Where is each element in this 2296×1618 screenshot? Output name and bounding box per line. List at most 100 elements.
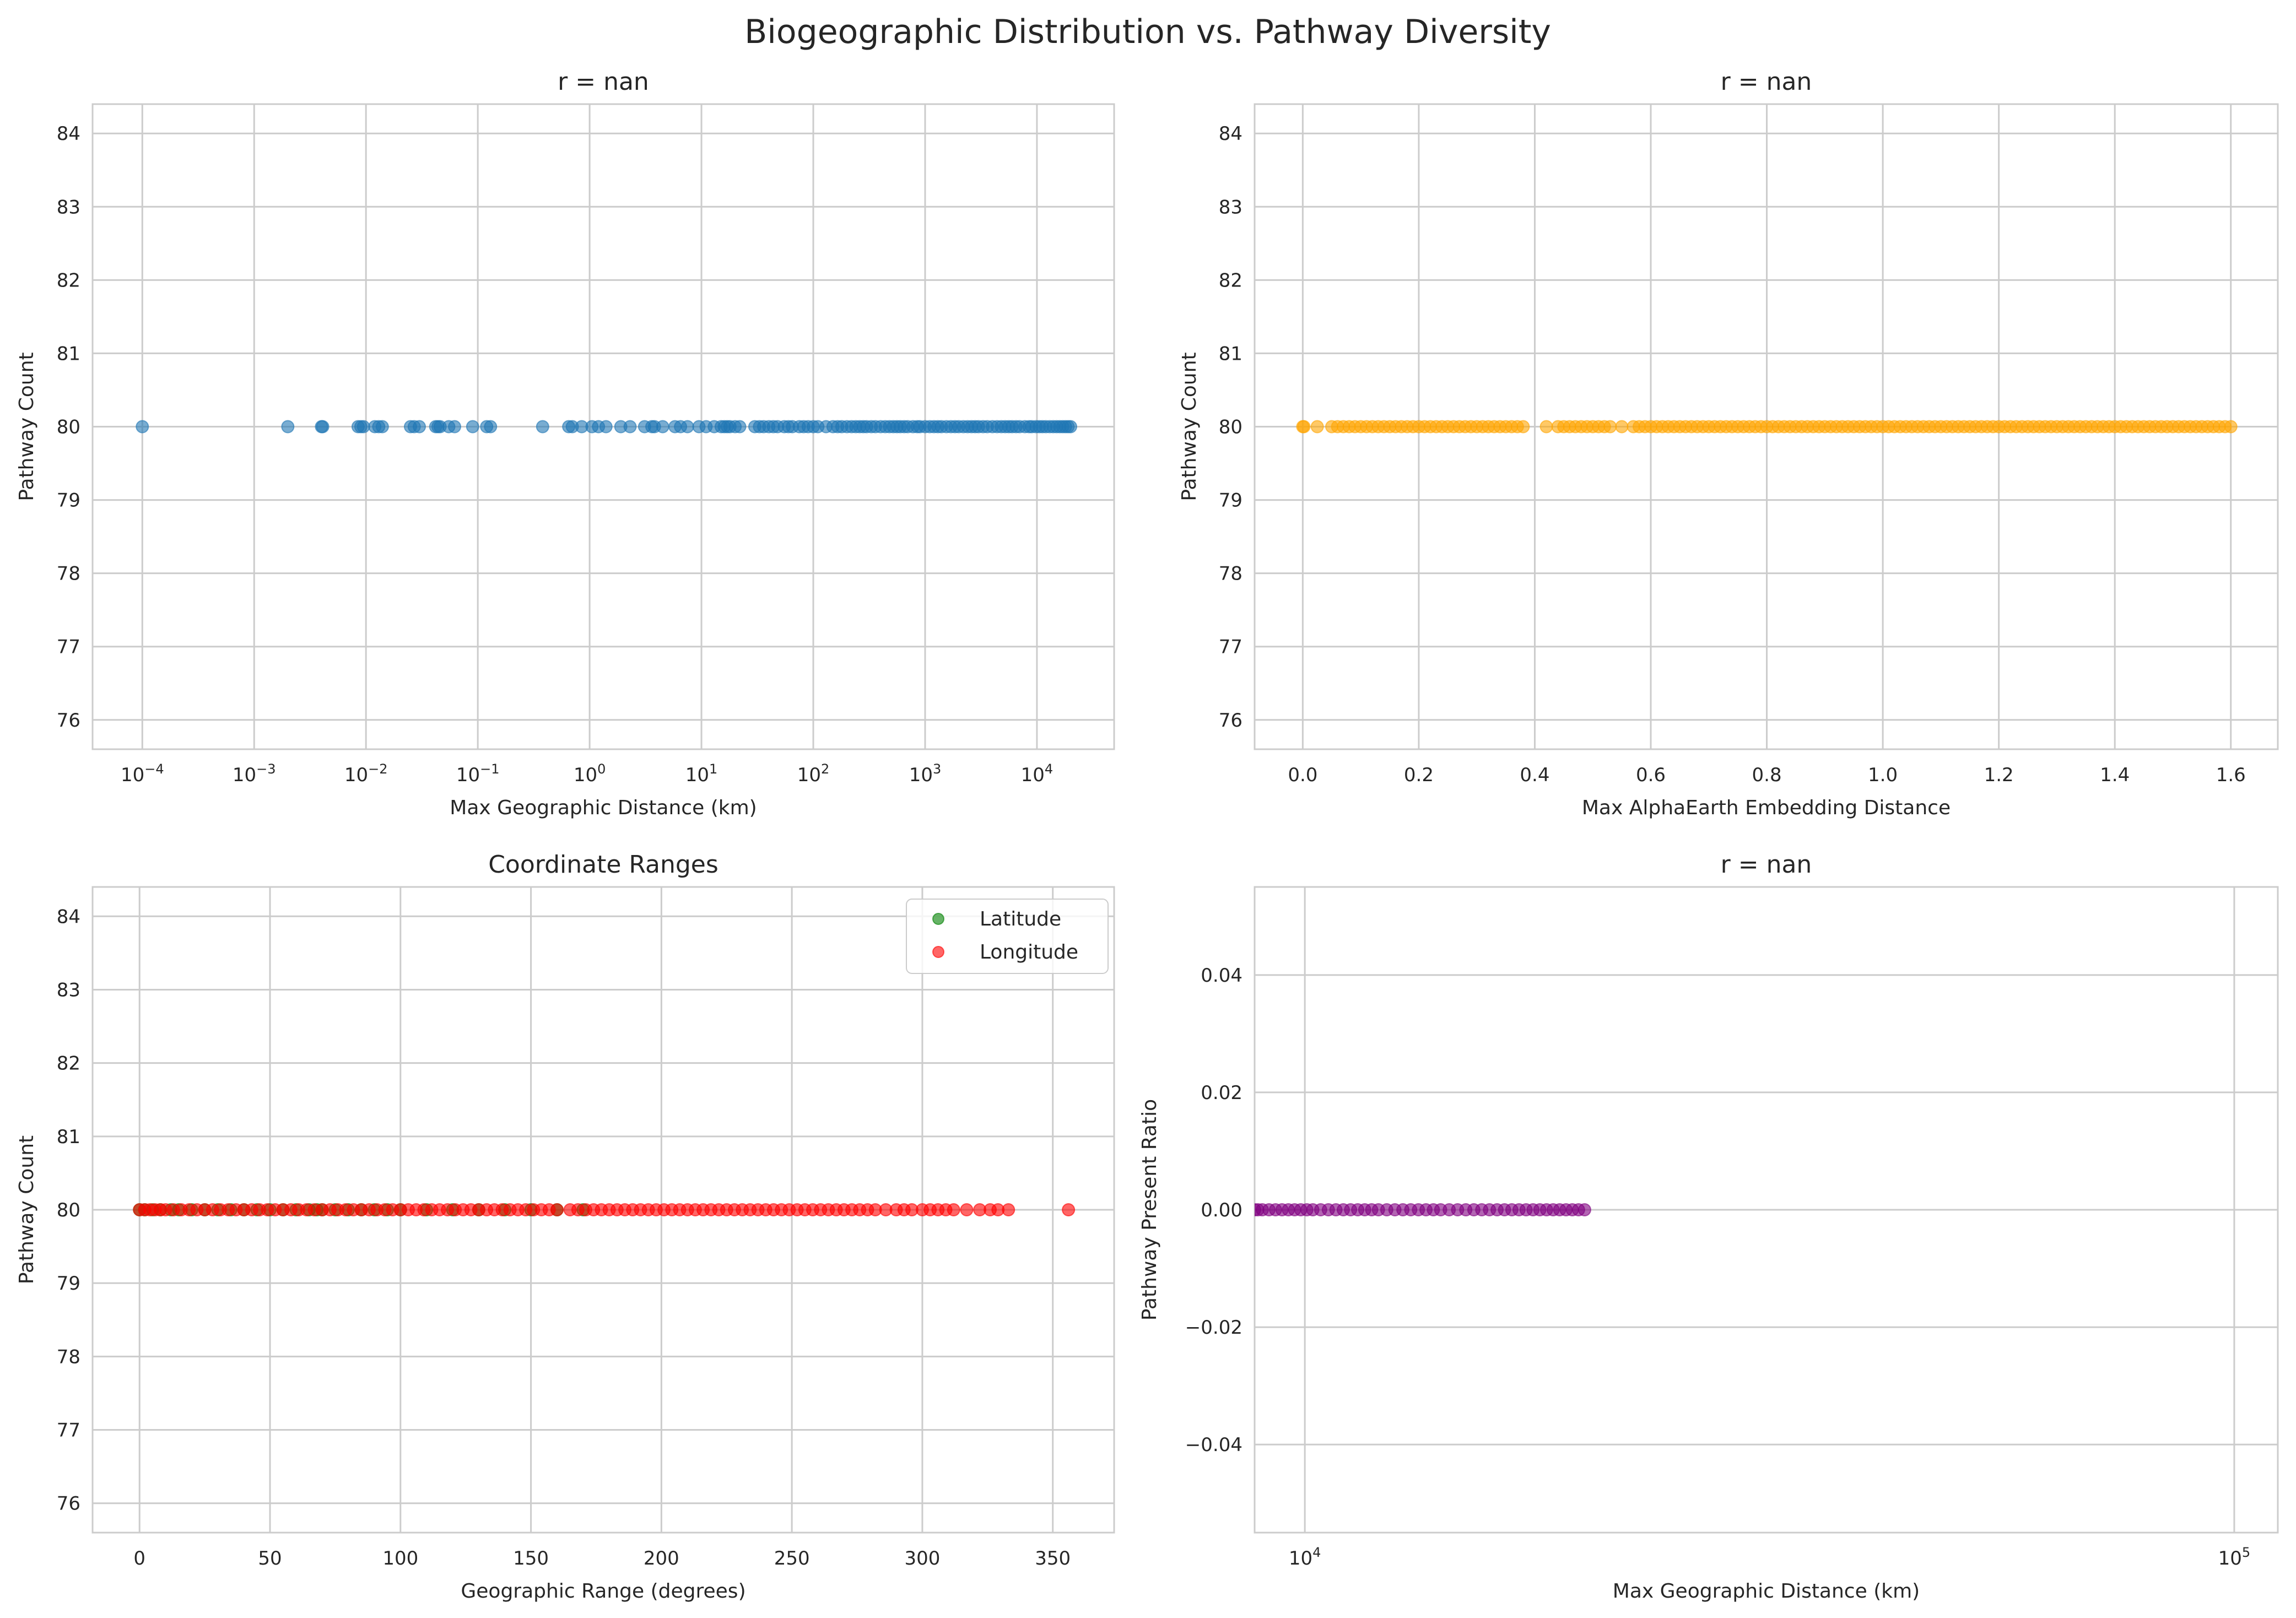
y-tick-label: 83 (57, 979, 80, 1001)
x-tick-label: 250 (774, 1547, 810, 1570)
data-point (680, 420, 694, 434)
x-tick-label: 104 (1289, 1545, 1321, 1570)
data-point (1062, 1203, 1076, 1216)
data-point (960, 1203, 974, 1216)
y-tick-label: 84 (57, 123, 80, 145)
data-point (656, 420, 669, 434)
y-tick-label: 78 (57, 563, 80, 585)
y-axis-label: Pathway Count (15, 1135, 38, 1284)
y-tick-label: 0.00 (1201, 1199, 1242, 1221)
subplot-1: 10−4 10−3 10−2 10−1 100 101 102 103 104 76 77 78 79 8… (15, 68, 1115, 819)
data-point (356, 420, 370, 434)
data-point (623, 420, 637, 434)
data-point (947, 1203, 960, 1216)
x-tick-label: 0.2 (1404, 764, 1434, 786)
y-tick-label: 76 (57, 710, 80, 732)
x-axis-label: Max Geographic Distance (km) (1613, 1580, 1920, 1603)
y-tick-label: −0.02 (1185, 1317, 1242, 1339)
x-tick-label: 10−4 (121, 761, 164, 786)
y-tick-label: 83 (1219, 196, 1242, 218)
legend-label-longitude: Longitude (980, 941, 1078, 964)
y-tick-label: 80 (1219, 416, 1242, 439)
x-tick-label: 10−1 (456, 761, 500, 786)
data-point (1297, 420, 1311, 434)
y-tick-label: 84 (57, 906, 80, 928)
legend-box (906, 899, 1109, 974)
data-point (136, 420, 149, 434)
data-point (733, 420, 747, 434)
x-tick-label: 100 (382, 1547, 418, 1570)
data-points (136, 420, 1078, 434)
data-point (1002, 1203, 1015, 1216)
x-axis-label: Geographic Range (degrees) (461, 1580, 745, 1603)
y-tick-label: 77 (57, 1420, 80, 1442)
x-tick-label: 103 (909, 761, 942, 786)
data-point (1516, 420, 1530, 434)
x-tick-label: 1.0 (1868, 764, 1898, 786)
y-tick-label: 82 (57, 269, 80, 291)
x-tick-label: 0 (133, 1547, 145, 1570)
data-point (316, 420, 329, 434)
data-point (375, 420, 389, 434)
y-tick-label: 83 (57, 196, 80, 218)
y-tick-label: 76 (1219, 710, 1242, 732)
y-tick-label: 81 (57, 1126, 80, 1148)
subplot-3: 0 50 100 150 200 250 300 350 76 77 78 79 80 81 82 83 84 C… (15, 851, 1115, 1603)
y-tick-label: 0.02 (1201, 1082, 1242, 1104)
x-tick-label: 0.6 (1636, 764, 1666, 786)
x-tick-label: 150 (513, 1547, 549, 1570)
legend-marker-longitude (932, 946, 944, 958)
y-tick-label: 81 (1219, 343, 1242, 365)
x-tick-label: 1.4 (2100, 764, 2130, 786)
x-tick-label: 0.0 (1288, 764, 1317, 786)
x-tick-label: 10−2 (344, 761, 388, 786)
x-tick-label: 101 (685, 761, 718, 786)
x-tick-label: 10−3 (233, 761, 276, 786)
x-axis-label: Max Geographic Distance (km) (450, 797, 757, 819)
x-tick-label: 0.8 (1752, 764, 1782, 786)
data-points (1255, 1203, 1591, 1216)
x-tick-label: 50 (258, 1547, 282, 1570)
data-point (2224, 420, 2238, 434)
axes-frame (91, 886, 1115, 1534)
data-point (1578, 1203, 1591, 1216)
y-tick-label: 82 (57, 1053, 80, 1075)
data-point (550, 1203, 564, 1216)
x-tick-label: 300 (904, 1547, 940, 1570)
x-tick-label: 105 (2218, 1545, 2251, 1570)
data-point (281, 420, 295, 434)
data-point (1310, 420, 1324, 434)
y-tick-label: 0.04 (1201, 965, 1242, 987)
data-point (1603, 420, 1617, 434)
x-tick-label: 102 (797, 761, 830, 786)
y-axis-label: Pathway Count (15, 352, 38, 501)
subplot-title: r = nan (558, 68, 649, 96)
data-point (599, 420, 613, 434)
y-axis-label: Pathway Count (1178, 352, 1201, 501)
data-point (536, 420, 549, 434)
subplot-4: 104 105 −0.04 −0.02 0.00 0.02 0.04 r = nan Max G… (1138, 851, 2279, 1603)
legend: Latitude Longitude (906, 899, 1109, 974)
x-axis-label: Max AlphaEarth Embedding Distance (1582, 797, 1951, 819)
axes-frame (1254, 103, 2279, 750)
x-tick-label: 0.4 (1520, 764, 1549, 786)
x-tick-label: 104 (1021, 761, 1054, 786)
y-tick-label: −0.04 (1185, 1434, 1242, 1456)
data-point (484, 420, 498, 434)
y-axis-label: Pathway Present Ratio (1138, 1099, 1161, 1321)
subplot-title: r = nan (1721, 851, 1812, 879)
y-tick-label: 77 (57, 636, 80, 658)
y-tick-label: 84 (1219, 123, 1242, 145)
x-tick-label: 1.6 (2216, 764, 2246, 786)
y-tick-label: 81 (57, 343, 80, 365)
figure-title: Biogeographic Distribution vs. Pathway D… (744, 13, 1551, 51)
data-point (448, 420, 462, 434)
y-tick-label: 80 (57, 1199, 80, 1221)
y-tick-label: 78 (57, 1346, 80, 1368)
subplot-2: 0.0 0.2 0.4 0.6 0.8 1.0 1.2 1.4 1.6 76 77 78 79 80 81 8… (1178, 68, 2279, 819)
subplot-title: r = nan (1721, 68, 1812, 96)
x-tick-label: 100 (574, 761, 606, 786)
y-tick-label: 79 (57, 1273, 80, 1295)
